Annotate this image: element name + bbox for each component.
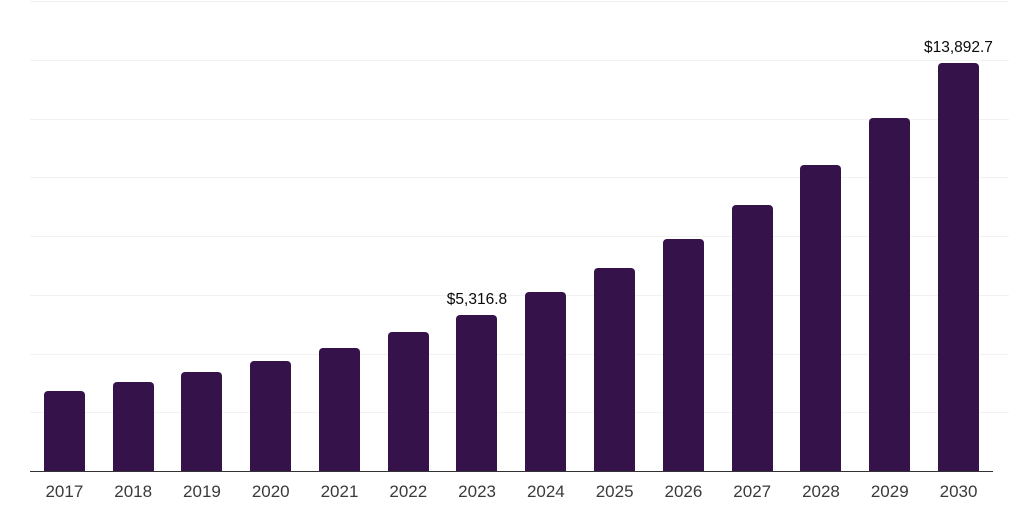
x-tick-2019: 2019	[183, 482, 221, 501]
bar-2027[interactable]	[731, 204, 773, 471]
bar-slot-2027	[718, 0, 787, 471]
gridline-8000	[30, 236, 1009, 237]
bar-2023[interactable]	[456, 314, 498, 471]
bar-slot-2025	[580, 0, 649, 471]
x-tick-2029: 2029	[870, 482, 909, 501]
x-tick-2022: 2022	[389, 482, 428, 501]
x-tick-2023: 2023	[458, 482, 496, 501]
gridline-12000	[30, 118, 1009, 120]
x-tick-2017: 2017	[45, 482, 84, 501]
x-axis-line	[30, 471, 993, 472]
bar-2018[interactable]	[112, 382, 154, 471]
x-tick-2021: 2021	[320, 482, 359, 501]
x-tick-2025: 2025	[595, 482, 634, 501]
bar-2020[interactable]	[250, 360, 292, 471]
bar-slot-2030: $13,892.7	[924, 0, 993, 471]
bar-slot-2017	[30, 0, 99, 471]
bar-2026[interactable]	[662, 239, 704, 471]
bar-2030[interactable]	[937, 62, 979, 471]
bar-2019[interactable]	[181, 372, 223, 471]
bar-slot-2026	[649, 0, 718, 471]
bar-2021[interactable]	[318, 347, 360, 471]
gridline-10000	[30, 177, 1009, 179]
gridline-16000	[30, 1, 1009, 2]
x-tick-2026: 2026	[664, 482, 703, 501]
x-tick-2028: 2028	[802, 482, 840, 501]
x-tick-2018: 2018	[114, 482, 153, 501]
data-label-2030: $13,892.7	[923, 39, 993, 57]
bar-slot-2021	[305, 0, 374, 471]
bar-slot-2022	[374, 0, 443, 471]
bar-2022[interactable]	[387, 332, 429, 471]
bar-2017[interactable]	[43, 390, 85, 471]
gridline-6000	[30, 294, 1009, 296]
gridline-14000	[30, 59, 1009, 61]
bar-slot-2029	[855, 0, 924, 471]
x-tick-2024: 2024	[526, 482, 565, 501]
bar-slot-2019	[168, 0, 237, 471]
bar-2029[interactable]	[869, 117, 911, 471]
gridline-4000	[30, 353, 1009, 355]
bar-slot-2018	[99, 0, 168, 471]
bar-2024[interactable]	[525, 292, 567, 471]
x-tick-2020: 2020	[251, 482, 290, 501]
bar-2025[interactable]	[594, 268, 635, 471]
bar-2028[interactable]	[800, 164, 842, 471]
x-axis-labels: 2017 2018 2019 2020 2021 2022 2023 2024 2025 2026…	[30, 483, 993, 500]
x-tick-2027: 2027	[733, 482, 772, 501]
bar-slot-2028	[786, 0, 855, 471]
data-label-2023: $5,316.8	[446, 291, 508, 309]
gridline-2000	[30, 412, 1009, 414]
bar-slot-2024	[511, 0, 580, 471]
bar-slot-2020	[236, 0, 305, 471]
bar-slot-2023: $5,316.8	[443, 0, 512, 471]
x-tick-2030: 2030	[939, 482, 978, 501]
plot-area: $5,316.8 $13,892.7	[30, 0, 993, 471]
